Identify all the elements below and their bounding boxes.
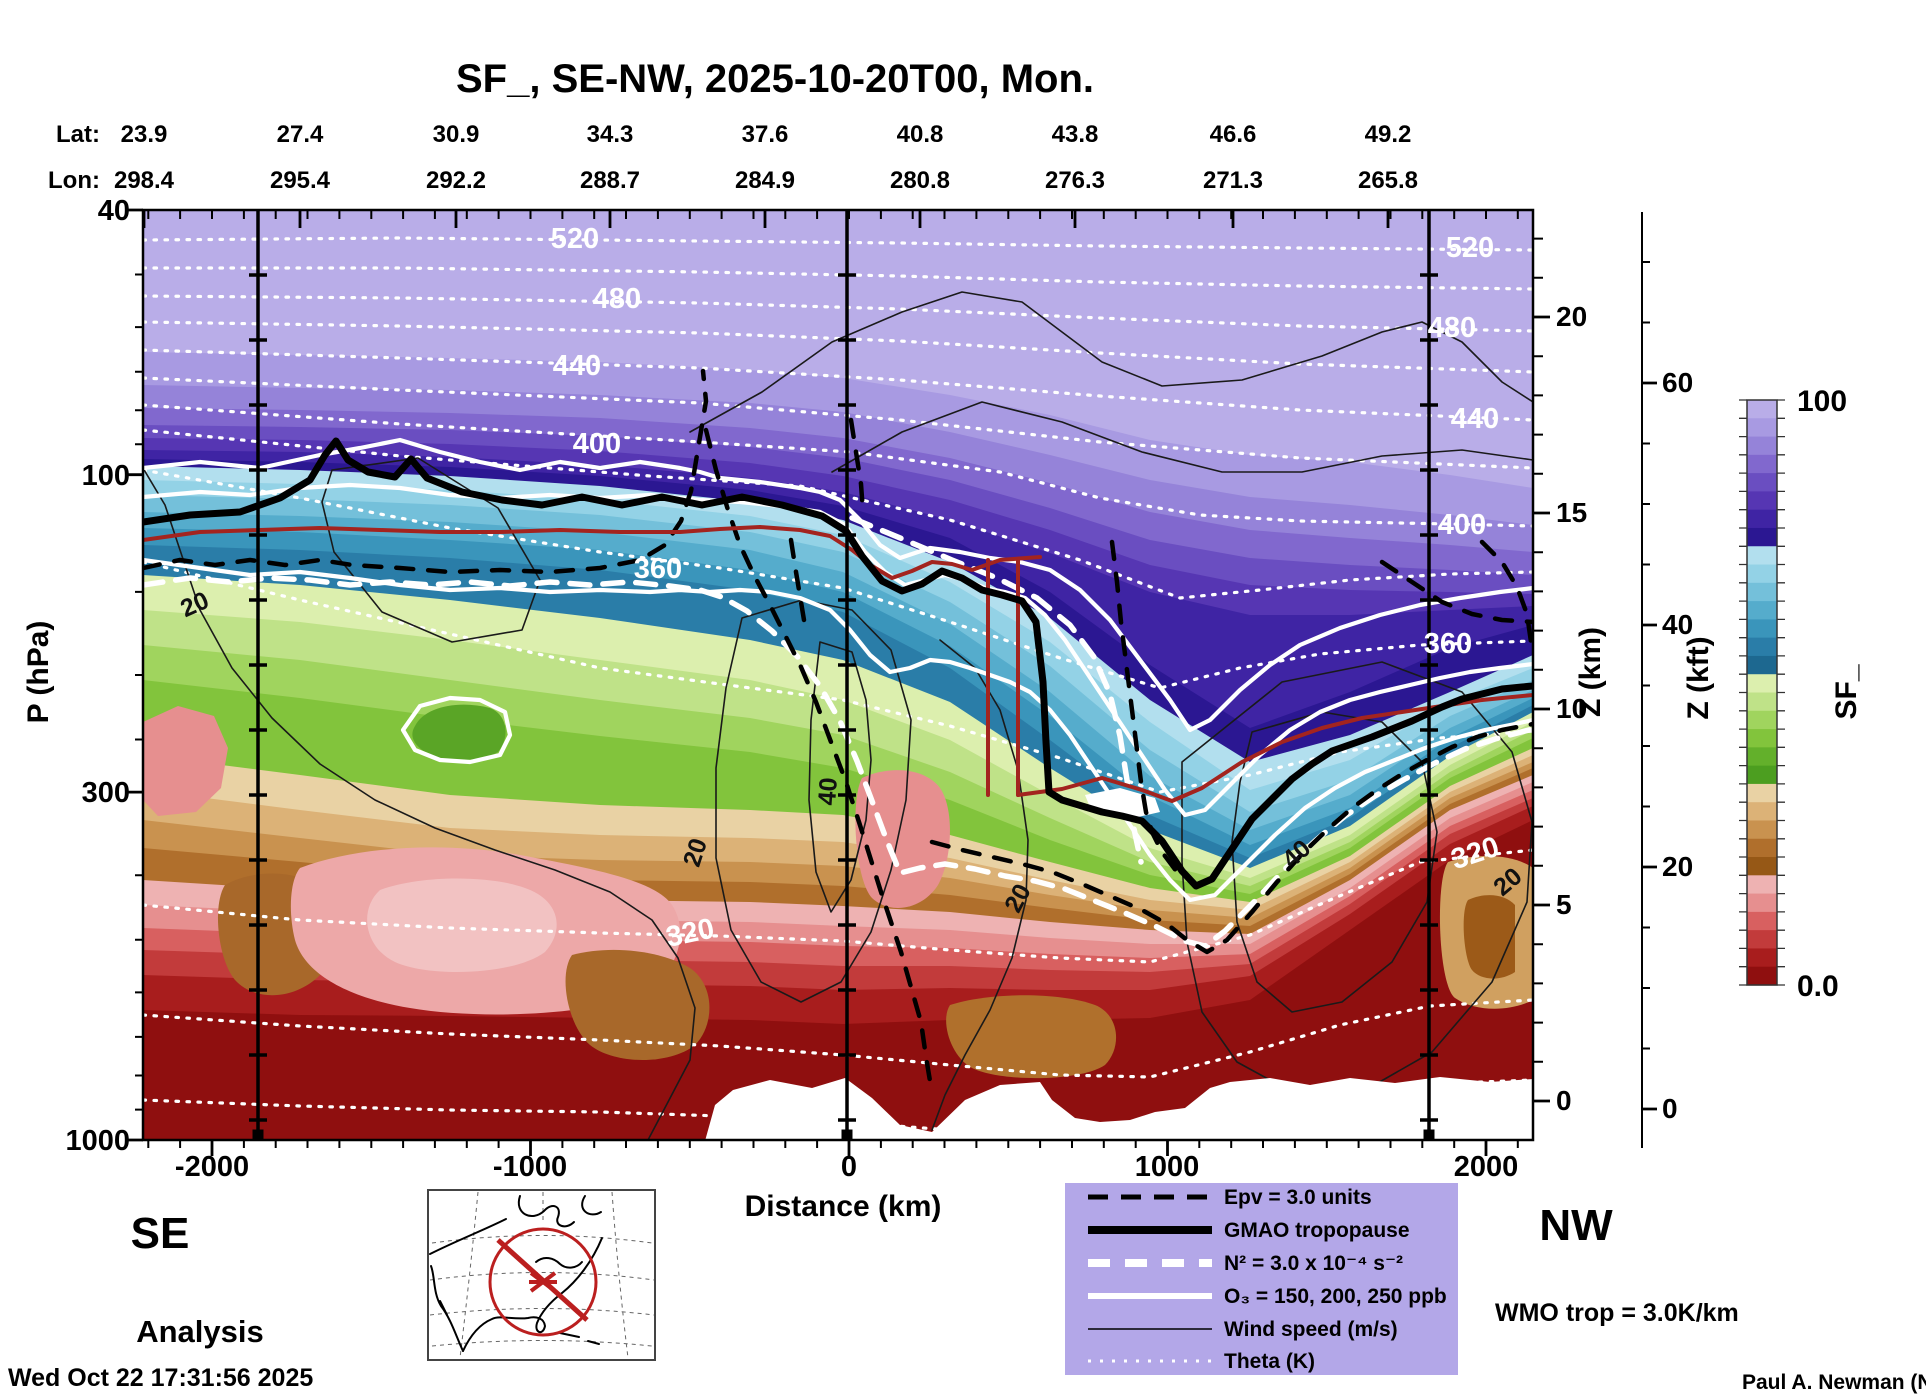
colorbar-max-label: 100 [1797, 385, 1847, 418]
map-center-star [529, 1271, 557, 1293]
wind-label: 40 [813, 777, 843, 807]
lat-value: 43.8 [1052, 121, 1099, 148]
z-km-axis: 0 5 10 15 20 Z (km) [1556, 301, 1607, 1116]
analysis-label: Analysis [136, 1314, 264, 1349]
legend-box [1065, 1183, 1458, 1375]
lat-value: 46.6 [1210, 121, 1257, 148]
theta-label: 400 [1438, 509, 1486, 541]
distance-axis-title: Distance (km) [745, 1190, 942, 1223]
lon-row-label: Lon: [48, 167, 100, 194]
pressure-tick-label: 300 [82, 777, 130, 809]
pressure-axis: 40 100 300 1000 P (hPa) [22, 195, 130, 1157]
distance-tick-label: -2000 [175, 1151, 249, 1183]
lat-value: 40.8 [897, 121, 944, 148]
lat-lon-header: Lat: Lon: 23.9 27.4 30.9 34.3 37.6 40.8 … [48, 121, 1418, 194]
endpoint-nw-label: NW [1539, 1201, 1613, 1250]
pressure-tick-label: 1000 [65, 1125, 130, 1157]
legend-item-label: GMAO tropopause [1224, 1219, 1410, 1242]
sf-anomaly-patches [143, 704, 1533, 1079]
axis-ticks [128, 208, 1657, 1156]
theta-label: 480 [593, 283, 641, 315]
distance-tick-label: 2000 [1454, 1151, 1519, 1183]
distance-tick-label: -1000 [493, 1151, 567, 1183]
waypoint-lines [249, 210, 1438, 1140]
zkm-tick-label: 0 [1556, 1085, 1572, 1116]
pressure-tick-label: 100 [82, 460, 130, 492]
theta-label: 400 [573, 428, 621, 460]
pressure-tick-label: 40 [98, 195, 130, 227]
lon-value: 284.9 [735, 167, 795, 194]
lon-value: 265.8 [1358, 167, 1418, 194]
lat-value: 49.2 [1365, 121, 1412, 148]
wmo-trop-note: WMO trop = 3.0K/km [1495, 1299, 1739, 1327]
distance-tick-label: 0 [841, 1151, 857, 1183]
legend-item-label: Wind speed (m/s) [1224, 1318, 1398, 1341]
lon-value: 271.3 [1203, 167, 1263, 194]
surface-gap [705, 1077, 1533, 1140]
theta-label: 360 [1424, 628, 1472, 660]
distance-tick-label: 1000 [1135, 1151, 1200, 1183]
lat-value: 23.9 [121, 121, 168, 148]
lat-value: 34.3 [587, 121, 634, 148]
gmao-tropopause-line [143, 437, 1533, 890]
distance-axis: -2000 -1000 0 1000 2000 Distance (km) [175, 1151, 1518, 1223]
page-title: SF_, SE-NW, 2025-10-20T00, Mon. [456, 57, 1094, 101]
lon-value: 288.7 [580, 167, 640, 194]
zkft-axis-title: Z (kft) [1682, 636, 1715, 719]
theta-label: 360 [634, 553, 682, 585]
legend-item-label: O₃ = 150, 200, 250 ppb [1224, 1285, 1447, 1308]
lon-value: 292.2 [426, 167, 486, 194]
lon-value: 276.3 [1045, 167, 1105, 194]
credit: Paul A. Newman (NASA [1742, 1371, 1926, 1394]
timestamp: Wed Oct 22 17:31:56 2025 [8, 1364, 313, 1392]
lat-value: 37.6 [742, 121, 789, 148]
z-kft-axis: 0 20 40 60 Z (kft) [1662, 367, 1715, 1124]
endpoint-se-label: SE [131, 1209, 190, 1258]
zkft-tick-label: 0 [1662, 1093, 1678, 1124]
map-inset [427, 1189, 656, 1361]
colorbar-min-label: 0.0 [1797, 970, 1839, 1003]
theta-label: 440 [553, 350, 601, 382]
legend-item-label: Epv = 3.0 units [1224, 1186, 1372, 1209]
theta-label: 440 [1451, 403, 1499, 435]
lat-value: 27.4 [277, 121, 324, 148]
lat-row-label: Lat: [56, 121, 100, 148]
legend: Epv = 3.0 units GMAO tropopause N² = 3.0… [1065, 1183, 1458, 1375]
zkft-tick-label: 20 [1662, 851, 1693, 882]
theta-label: 520 [1446, 232, 1494, 264]
theta-label: 480 [1428, 312, 1476, 344]
plot-area: 520 480 440 400 360 320 520 480 440 400 … [143, 210, 1533, 1140]
theta-label: 520 [551, 223, 599, 255]
pressure-axis-title: P (hPa) [22, 621, 55, 724]
colorbar: 100 0.0 SF_ [1739, 385, 1863, 1003]
map-range-circle [488, 1227, 598, 1337]
lon-value: 298.4 [114, 167, 175, 194]
legend-item-label: N² = 3.0 x 10⁻⁴ s⁻² [1224, 1252, 1403, 1275]
zkm-tick-label: 5 [1556, 889, 1572, 920]
lon-value: 295.4 [270, 167, 331, 194]
zkft-tick-label: 60 [1662, 367, 1693, 398]
lon-value: 280.8 [890, 167, 950, 194]
zkm-axis-title: Z (km) [1574, 627, 1607, 717]
colorbar-title: SF_ [1830, 664, 1863, 719]
zkm-tick-label: 10 [1556, 693, 1587, 724]
zkm-tick-label: 15 [1556, 497, 1587, 528]
zkft-tick-label: 40 [1662, 609, 1693, 640]
legend-item-label: Theta (K) [1224, 1350, 1315, 1373]
theta-contours [143, 236, 1533, 1138]
zkm-tick-label: 20 [1556, 301, 1587, 332]
lat-value: 30.9 [433, 121, 480, 148]
